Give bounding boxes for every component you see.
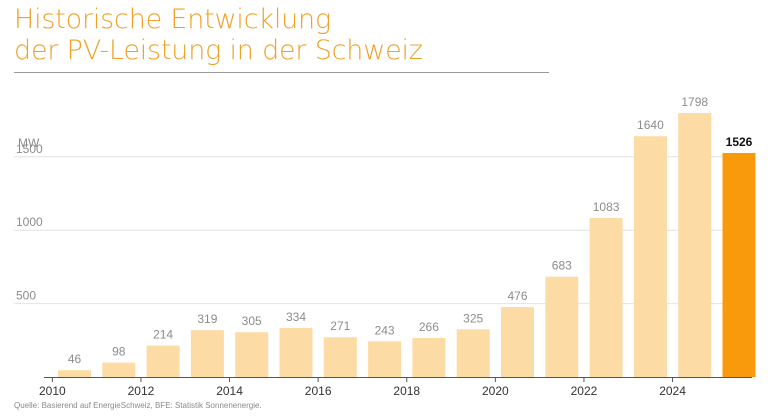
source-note: Quelle: Basierend auf EnergieSchweiz, BF… (14, 401, 262, 410)
chart-title: Historische Entwicklung der PV-Leistung … (14, 4, 574, 66)
value-label-2021: 683 (552, 259, 572, 273)
value-label-2016: 271 (330, 319, 350, 333)
x-tick-label-2024: 2024 (659, 384, 686, 398)
x-tick-label-2010: 2010 (39, 384, 66, 398)
bar-2015 (279, 327, 313, 377)
value-label-2013: 319 (197, 312, 217, 326)
value-label-2018: 266 (419, 320, 439, 334)
value-label-2023: 1640 (637, 118, 664, 132)
value-label-2022: 1083 (593, 200, 620, 214)
x-tick-label-2014: 2014 (216, 384, 243, 398)
value-label-2015: 334 (286, 310, 306, 324)
title-divider (14, 72, 549, 73)
y-tick-label-500: 500 (16, 289, 36, 303)
bar-2019 (456, 329, 490, 377)
value-label-2017: 243 (375, 323, 395, 337)
bar-2023 (633, 136, 667, 377)
y-tick-label-1000: 1000 (16, 215, 43, 229)
y-tick-label-1500: 1500 (16, 142, 43, 156)
x-tick-label-2016: 2016 (305, 384, 332, 398)
y-axis-unit-label: MW (18, 136, 40, 150)
bar-2024 (678, 113, 712, 377)
chart-title-line-2: der PV-Leistung in der Schweiz (14, 35, 423, 66)
x-tick-label-2018: 2018 (393, 384, 420, 398)
value-label-2020: 476 (507, 289, 527, 303)
bar-2016 (323, 337, 357, 377)
chart-title-line-1: Historische Entwicklung (14, 4, 331, 35)
value-label-2025: 1526 (726, 135, 753, 149)
value-label-2010: 46 (68, 352, 82, 366)
bar-2022 (589, 218, 623, 377)
value-label-2011: 98 (112, 345, 126, 359)
bar-2013 (190, 330, 224, 377)
value-label-2024: 1798 (681, 95, 708, 109)
x-tick-label-2012: 2012 (128, 384, 155, 398)
value-label-2014: 305 (242, 314, 262, 328)
bar-2012 (146, 345, 180, 377)
bar-2025 (722, 152, 756, 377)
bar-2021 (545, 276, 579, 377)
bar-2020 (501, 307, 534, 377)
bar-2017 (368, 341, 402, 377)
value-label-2019: 325 (463, 311, 483, 325)
bar-2011 (102, 362, 136, 377)
bar-2010 (58, 370, 91, 377)
x-tick-label-2022: 2022 (571, 384, 598, 398)
x-tick-label-2020: 2020 (482, 384, 509, 398)
bar-2018 (412, 337, 446, 377)
bar-2014 (235, 332, 269, 377)
value-label-2012: 214 (153, 328, 173, 342)
